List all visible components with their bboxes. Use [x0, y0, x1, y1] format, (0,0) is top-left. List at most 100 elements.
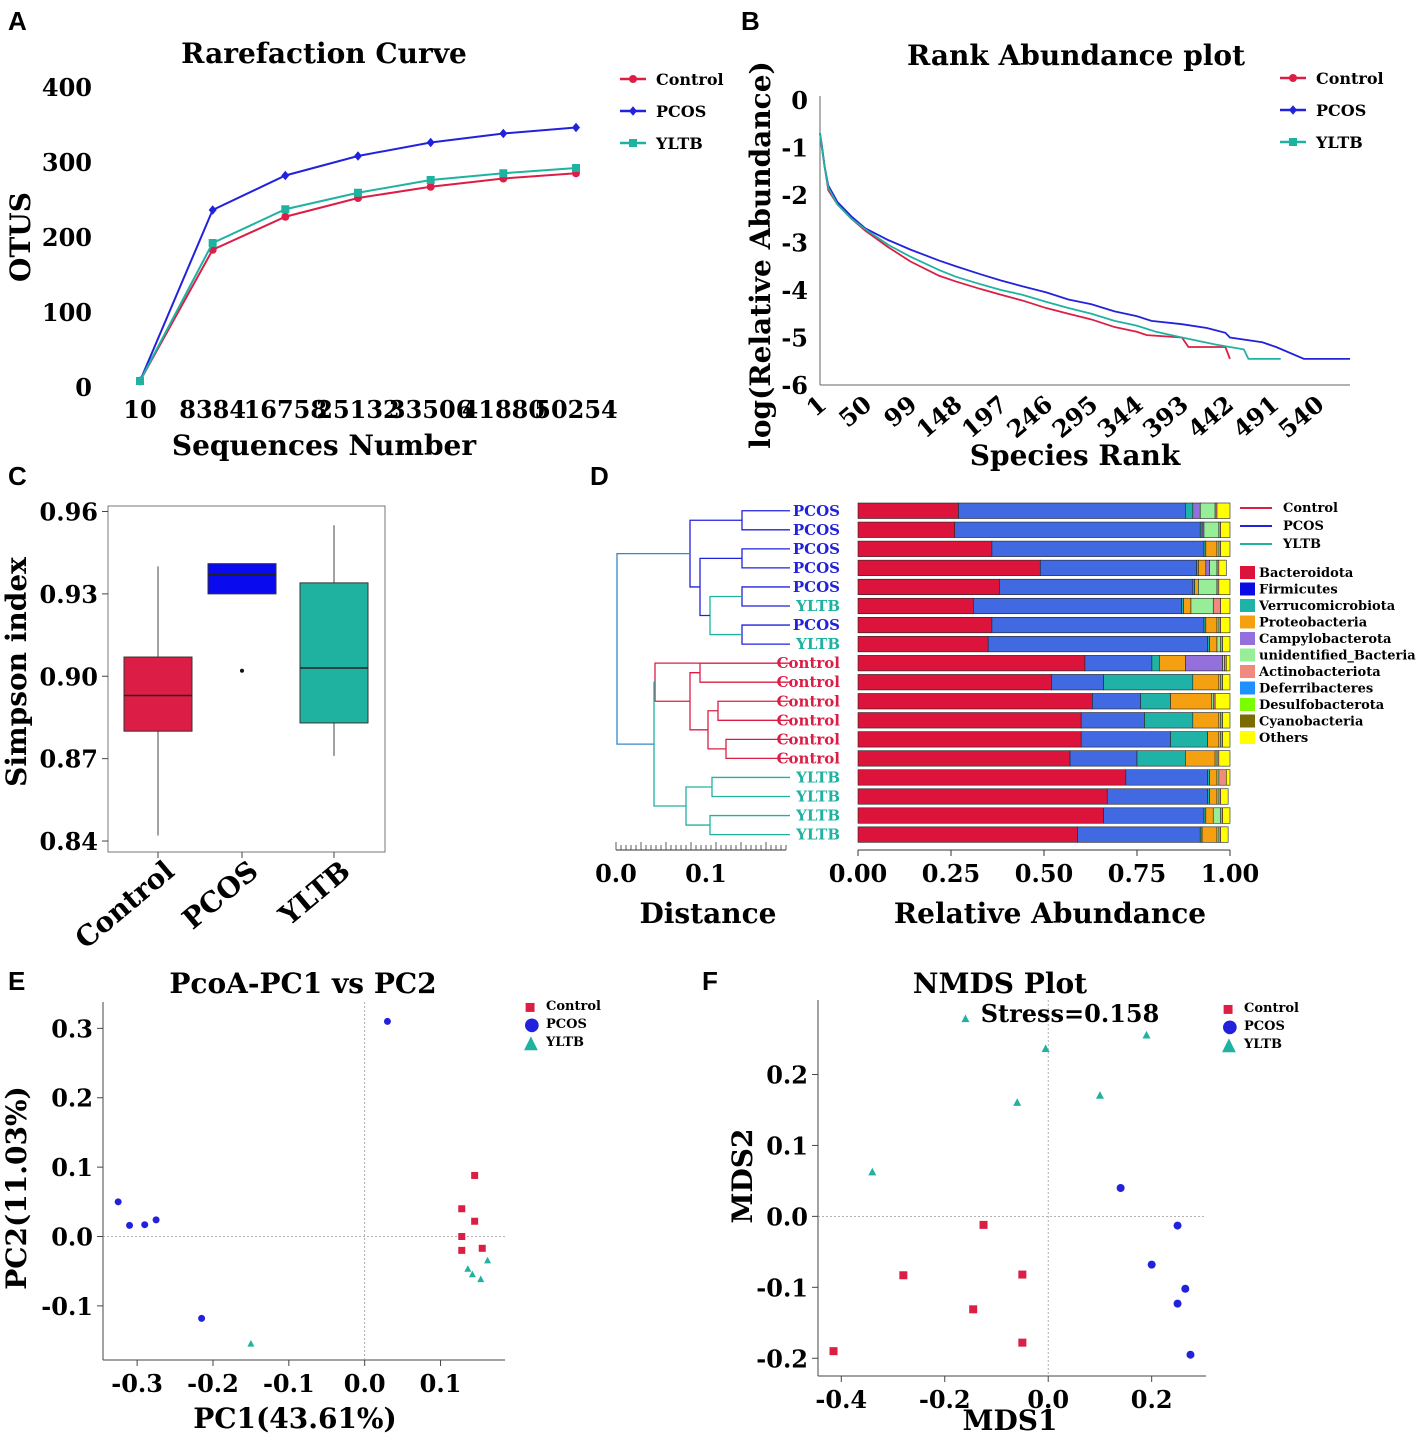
panel-d-row-label: PCOS	[793, 559, 840, 577]
legend-marker-pcos	[629, 106, 637, 116]
scatter-xtick: 0.0	[1027, 1385, 1069, 1414]
panel-c-ylabel: Simpson index	[0, 557, 33, 787]
scatter-point-control	[1018, 1270, 1027, 1279]
scatter-xtick: -0.2	[187, 1369, 239, 1398]
panel-b-ytick: -1	[781, 134, 808, 163]
panel-d-phylum-label: unidentified_Bacteria	[1259, 649, 1416, 664]
panel-c-ytick: 0.90	[40, 662, 98, 691]
legend-marker-pcos	[1289, 105, 1297, 115]
scatter-ytick: -0.1	[41, 1292, 93, 1321]
panel-letter-f: F	[702, 966, 718, 996]
panel-d-bar-segment	[1151, 655, 1160, 672]
scatter-point-pcos	[1186, 1350, 1195, 1359]
panel-d-bar-segment	[1209, 788, 1218, 805]
legend-label-control: Control	[1316, 69, 1384, 88]
panel-d-bar-segment	[1185, 502, 1194, 519]
panel-d-bar-segment	[1220, 826, 1229, 843]
panel-f-title: NMDS Plot	[913, 967, 1087, 1000]
scatter-point-yltb	[464, 1265, 472, 1272]
panel-b-xtick: 393	[1137, 389, 1194, 443]
panel-b-ytick: -2	[781, 181, 808, 210]
panel-f-nmds: NMDS Plot Stress=0.158 MDS1 MDS2 -0.4 -0.…	[726, 967, 1299, 1437]
panel-d-dendro-branch	[616, 552, 690, 745]
legend-label-yltb: YLTB	[545, 1035, 584, 1050]
panel-a-ytick: 300	[42, 148, 92, 177]
panel-b-xtick: 442	[1182, 389, 1239, 443]
panel-d-xlabel: Relative Abundance	[894, 897, 1206, 930]
panel-d-row-label: Control	[777, 654, 841, 672]
panel-d-bar-segment	[1220, 521, 1231, 538]
panel-d-bar-segment	[1140, 693, 1171, 710]
legend-label-yltb: YLTB	[1243, 1037, 1282, 1052]
panel-e-legend: ▪ Control ● PCOS ▲ YLTB	[524, 996, 601, 1053]
panel-d-bar-segment	[1199, 502, 1216, 519]
panel-b-line-control	[819, 133, 1231, 360]
panel-d-bar-segment	[857, 655, 1086, 672]
panel-a-title: Rarefaction Curve	[181, 37, 467, 70]
panel-d-bar-segment	[1214, 693, 1231, 710]
panel-d-bar-segment	[1205, 540, 1218, 557]
panel-d-bar-segment	[857, 616, 993, 634]
panel-e-pcoa: PcoA-PC1 vs PC2 PC1(43.61%) PC2(11.03%) …	[0, 967, 601, 1435]
scatter-point-pcos	[126, 1221, 134, 1229]
panel-a-point-yltb	[208, 239, 217, 247]
panel-d-dendro-branch	[709, 814, 790, 836]
panel-d-bar-segment	[1222, 807, 1231, 824]
scatter-ytick: 0.2	[766, 1060, 808, 1089]
panel-e-xlabel: PC1(43.61%)	[193, 1402, 397, 1435]
scatter-point-control	[1018, 1338, 1027, 1347]
panel-d-bar-segment	[857, 788, 1108, 805]
panel-d-bar-segment	[1222, 674, 1231, 691]
panel-b-title: Rank Abundance plot	[907, 39, 1245, 72]
panel-d-phylum-swatch	[1240, 615, 1255, 629]
panel-f-legend: ▪ Control ● PCOS ▲ YLTB	[1222, 998, 1299, 1055]
panel-b-ytick: -3	[781, 229, 808, 258]
panel-d-bar-segment	[991, 616, 1205, 634]
panel-d-bar-segment	[1084, 655, 1153, 672]
scatter-ytick: 0.1	[766, 1131, 808, 1160]
panel-d-phylum-label: Cyanobacteria	[1259, 715, 1364, 730]
legend-label-yltb: YLTB	[1315, 133, 1363, 152]
panel-a-point-yltb	[426, 176, 435, 184]
scatter-point-yltb	[1013, 1098, 1022, 1106]
panel-a-xtick: 16758	[244, 395, 328, 424]
panel-d-bar-segment	[1218, 578, 1231, 596]
panel-d-row-label: PCOS	[793, 502, 840, 520]
panel-d-row-label: PCOS	[793, 616, 840, 634]
panel-b-line-pcos	[819, 133, 1350, 360]
panel-a-point-yltb	[136, 377, 144, 385]
panel-b-ytick: -4	[781, 276, 808, 305]
legend-marker-yltb: ▲	[1222, 1034, 1236, 1055]
panel-letter-d: D	[590, 461, 609, 491]
panel-d-bar-segment	[1220, 788, 1229, 805]
panel-d-dendro-branch	[741, 510, 790, 531]
panel-f-stress: Stress=0.158	[981, 999, 1160, 1028]
legend-label-control: Control	[1244, 1001, 1299, 1016]
panel-d-dendro-branch	[711, 776, 790, 798]
panel-a-xtick: 33506	[389, 395, 473, 424]
panel-c-outlier-pcos	[240, 668, 244, 673]
panel-d-dendro-branch	[709, 595, 742, 636]
panel-letter-c: C	[8, 461, 27, 491]
scatter-ytick: 0.1	[51, 1153, 93, 1182]
panel-d-bar-segment	[857, 693, 1093, 710]
panel-d-bar-segment	[999, 578, 1194, 596]
panel-d-dendro-branch	[685, 786, 712, 826]
panel-d-bars: PCOSPCOSPCOSPCOSPCOSYLTBPCOSYLTBControlC…	[777, 502, 1260, 888]
scatter-point-pcos	[383, 1017, 391, 1025]
panel-d-dendro-branch	[699, 557, 742, 617]
scatter-point-control	[471, 1171, 479, 1179]
panel-letter-e: E	[8, 966, 25, 996]
panel-d-bar-segment	[1216, 502, 1231, 519]
panel-b-xlabel: Species Rank	[970, 439, 1181, 472]
panel-d-bar-segment	[991, 540, 1205, 557]
panel-d-bar-segment	[1103, 674, 1194, 691]
panel-d-row-label: Control	[777, 749, 841, 767]
panel-d-bar-segment	[1222, 636, 1231, 653]
panel-d-bar-segment	[857, 502, 959, 519]
panel-c-ytick: 0.93	[40, 580, 98, 609]
scatter-point-pcos	[198, 1314, 206, 1322]
panel-e-plot: -0.3 -0.2 -0.1 0.0 0.1 -0.1 0.0 0.1 0.2 0.3	[41, 1002, 505, 1398]
panel-d-bar-segment	[1218, 750, 1231, 767]
panel-d-bar-segment	[857, 597, 974, 615]
